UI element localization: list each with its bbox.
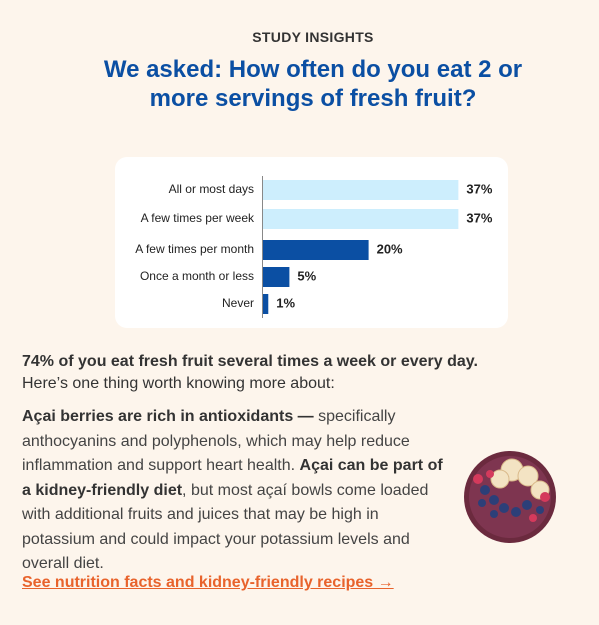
bar — [263, 209, 459, 229]
bar — [263, 294, 269, 314]
category-label: A few times per week — [141, 211, 255, 225]
category-label: Once a month or less — [140, 269, 254, 283]
summary: 74% of you eat fresh fruit several times… — [22, 351, 502, 395]
value-label: 5% — [297, 268, 316, 283]
value-label: 20% — [377, 241, 403, 256]
category-label: A few times per month — [135, 242, 254, 256]
value-label: 37% — [466, 210, 492, 225]
bar — [263, 240, 369, 260]
detail-bold: Açai berries are rich in antioxidants — — [22, 408, 314, 425]
value-label: 1% — [276, 295, 295, 310]
detail-bold: Açai can be part of a kidney-friendly di… — [22, 457, 443, 499]
detail-text: , but most açaí bowls come loaded with a… — [22, 481, 429, 573]
summary-bold: 74% of you eat fresh fruit several times… — [22, 353, 478, 370]
detail-text: specifically anthocyanins and polyphenol… — [22, 408, 410, 474]
summary-text: Here’s one thing worth knowing more abou… — [22, 375, 335, 392]
bar — [263, 267, 290, 287]
value-label: 37% — [466, 181, 492, 196]
bar — [263, 180, 459, 200]
title: We asked: How often do you eat 2 or more… — [103, 56, 523, 112]
category-label: Never — [222, 296, 254, 310]
eyebrow: STUDY INSIGHTS — [252, 29, 374, 45]
detail: Açai berries are rich in antioxidants — … — [22, 405, 447, 577]
recipes-link[interactable]: See nutrition facts and kidney-friendly … — [22, 574, 394, 591]
category-label: All or most days — [169, 182, 254, 196]
